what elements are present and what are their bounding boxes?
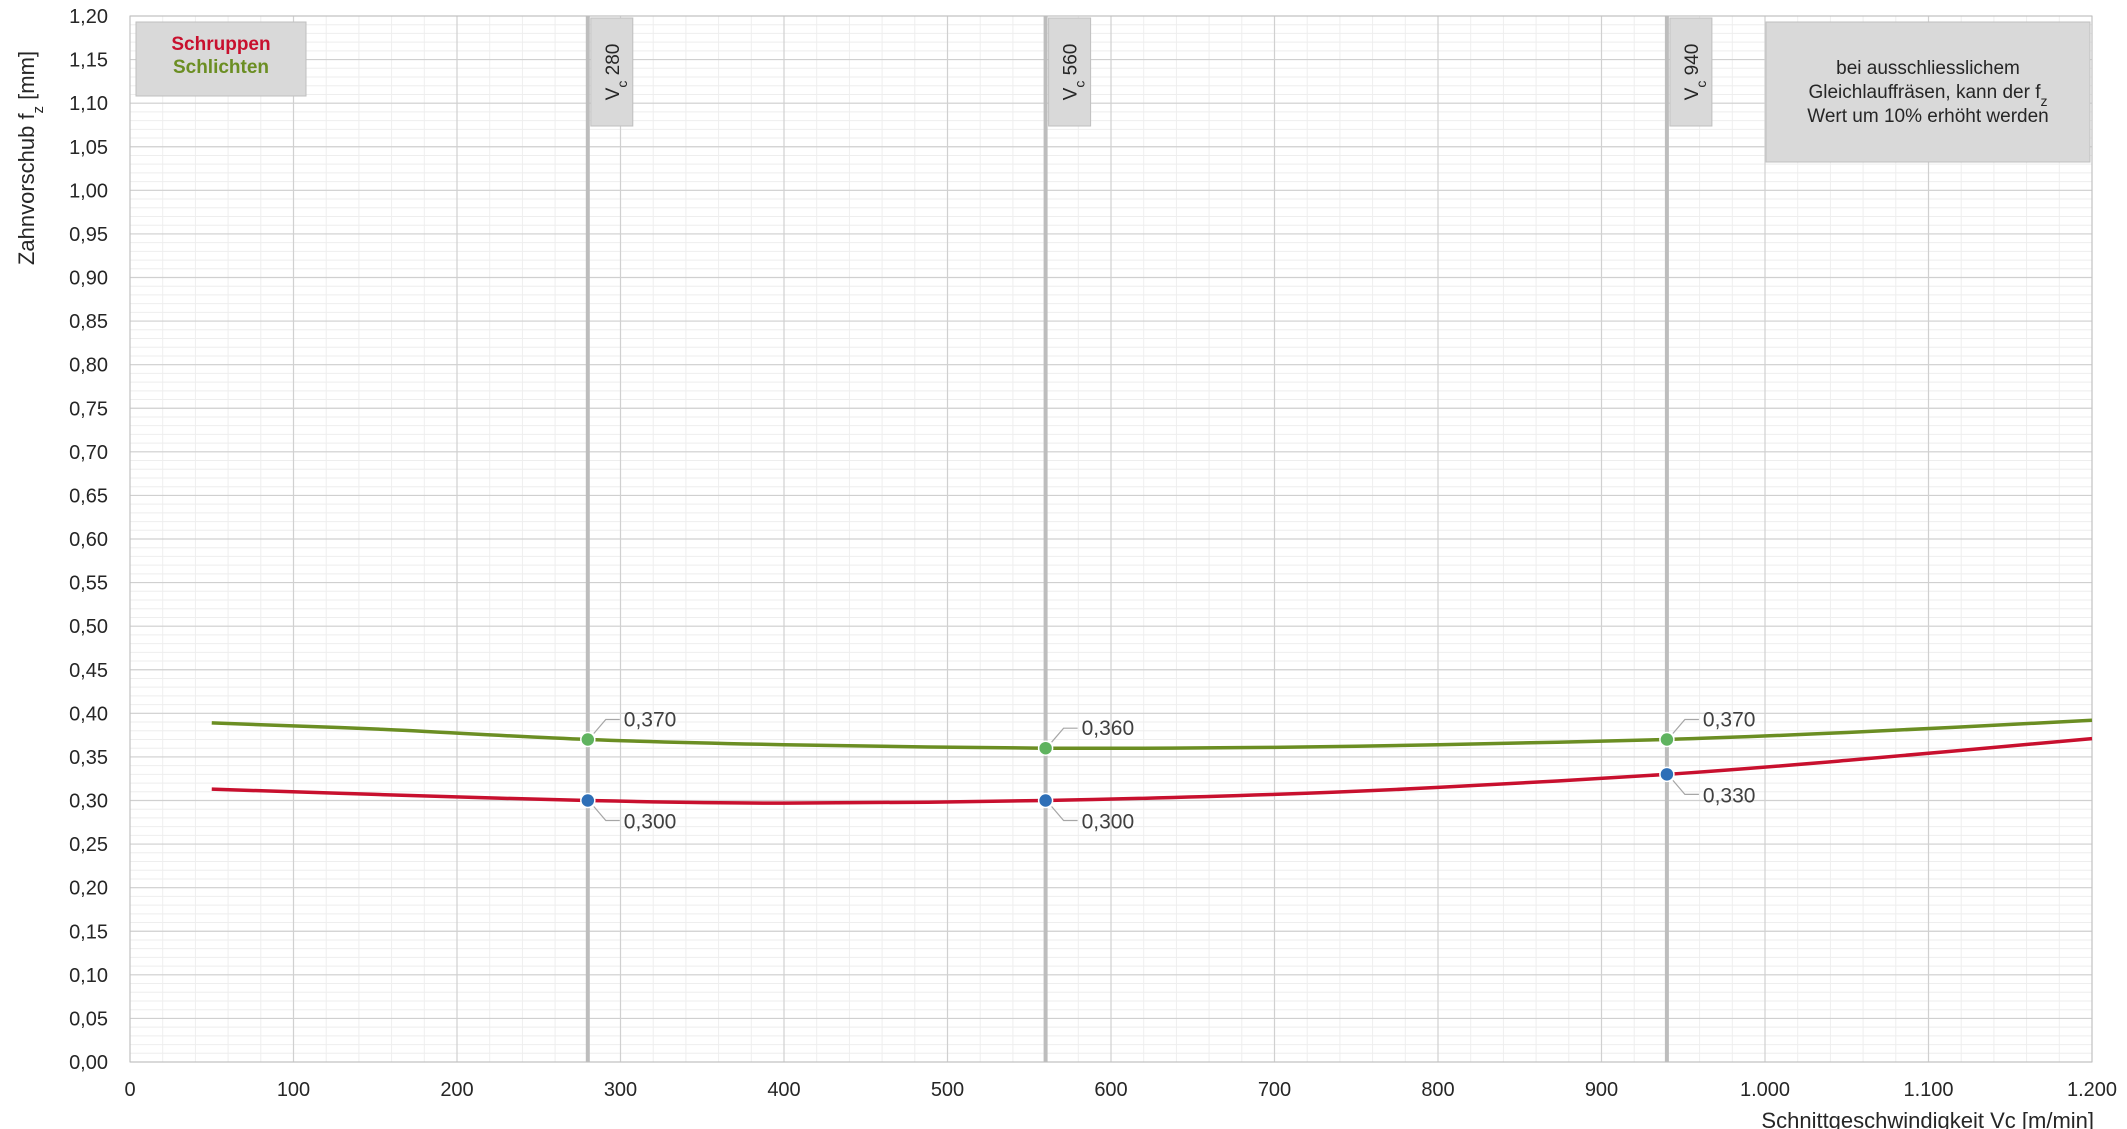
y-tick-label: 0,70 [69,442,108,464]
y-axis-title: Zahnvorschub fz [mm] [14,51,47,265]
data-label-leader [1051,727,1078,743]
x-tick-label: 0 [124,1079,135,1101]
y-tick-label: 0,40 [69,703,108,725]
x-tick-label: 600 [1094,1079,1127,1101]
y-tick-label: 0,50 [69,616,108,638]
data-label-schruppen: 0,300 [1082,811,1135,834]
y-tick-label: 0,45 [69,660,108,682]
reference-line-label: Vc 280 [603,44,630,101]
note-box-background [1765,21,2091,163]
x-tick-label: 800 [1421,1079,1454,1101]
note-line-2-subscript: z [2041,93,2048,109]
y-tick-label: 0,00 [69,1052,108,1074]
legend-entry-schruppen: Schruppen [171,34,270,55]
legend: Schruppen Schlichten [135,21,307,97]
x-tick-label: 400 [767,1079,800,1101]
x-tick-label: 200 [440,1079,473,1101]
x-tick-label: 100 [277,1079,310,1101]
note-line-3: Wert um 10% erhöht werden [1807,106,2049,127]
plot-area-frame [129,15,2093,1063]
y-tick-label: 0,55 [69,573,108,595]
data-label-schlichten: 0,370 [624,708,677,731]
data-point-schlichten [580,731,596,748]
y-tick-label: 0,10 [69,965,108,987]
y-tick-label: 0,05 [69,1008,108,1030]
reference-line-label-subscript: c [1072,81,1088,88]
x-tick-label: 300 [604,1079,637,1101]
y-tick-label: 0,95 [69,224,108,246]
legend-entry-schlichten: Schlichten [173,57,269,78]
data-point-schlichten [1659,731,1675,748]
data-label-leader [593,806,620,822]
data-label-leader [593,718,620,734]
data-label-schruppen: 0,300 [624,811,677,834]
x-axis-title: Schnittgeschwindigkeit Vc [m/min] [1761,1108,2094,1129]
y-tick-label: 0,35 [69,747,108,769]
y-axis-ticks: 0,00 0,05 0,10 0,15 0,20 0,25 0,30 0,35 0,40 0,45… [69,6,108,1074]
data-point-schruppen [1037,792,1054,809]
data-label-leader [1672,718,1699,734]
series-line-schruppen [211,736,2093,805]
reference-line-label-box [1048,17,1092,127]
reference-line-label-main: V [1061,87,1082,100]
y-axis-title-unit: [mm] [14,51,39,106]
y-tick-label: 1,10 [69,93,108,115]
y-tick-label: 0,15 [69,921,108,943]
reference-line-label-subscript: c [614,81,630,88]
data-label-leader [1672,779,1699,795]
data-label-leader [1051,806,1078,822]
x-tick-label: 500 [931,1079,964,1101]
y-tick-label: 0,60 [69,529,108,551]
data-label-schlichten: 0,360 [1082,717,1135,740]
reference-line-label-value: 280 [603,44,624,81]
x-axis-ticks: 0 100 200 300 400 500 600 700 800 900 1.000 1.100 1.… [124,1079,2117,1101]
y-tick-label: 0,90 [69,268,108,290]
reference-line-label-subscript: c [1693,81,1709,88]
y-tick-label: 0,30 [69,791,108,813]
x-tick-label: 700 [1258,1079,1291,1101]
series-layer: 0,300 0,300 0,330 0,370 0,360 0,370 [211,708,2093,834]
x-tick-label: 1.000 [1740,1079,1790,1101]
reference-line-label-value: 940 [1682,44,1703,81]
legend-box [135,21,307,97]
y-axis-title-main: Zahnvorschub f [14,113,39,266]
y-tick-label: 1,05 [69,137,108,159]
reference-line-label-main: V [603,87,624,100]
data-point-schlichten [1037,740,1054,756]
y-tick-label: 1,15 [69,50,108,72]
x-tick-label: 1.100 [1903,1079,1953,1101]
y-axis-title-subscript: z [30,106,47,114]
data-point-schruppen [580,792,596,809]
reference-line-label-main: V [1682,87,1703,100]
reference-line-label-box [1669,17,1713,127]
y-tick-label: 0,80 [69,355,108,377]
x-tick-label: 1.200 [2067,1079,2117,1101]
note-box: bei ausschliesslichem Gleichlauffräsen, … [1765,21,2091,163]
note-line-1: bei ausschliesslichem [1836,58,2020,79]
data-label-schruppen: 0,330 [1703,784,1756,807]
reference-line-label-value: 560 [1061,44,1082,81]
x-tick-label: 900 [1585,1079,1618,1101]
series-line-schlichten [211,718,2093,751]
y-tick-label: 1,20 [69,6,108,28]
reference-line-label: Vc 940 [1682,44,1709,101]
y-tick-label: 0,25 [69,834,108,856]
data-label-schlichten: 0,370 [1703,708,1756,731]
y-tick-label: 0,85 [69,311,108,333]
reference-line-label-box [590,17,634,127]
data-point-schruppen [1659,766,1675,783]
y-axis-title-text: Zahnvorschub fz [mm] [14,51,47,265]
y-tick-label: 0,20 [69,878,108,900]
y-tick-label: 0,65 [69,485,108,507]
note-line-2-text: Gleichlauffräsen, kann der f [1808,82,2041,103]
note-line-2: Gleichlauffräsen, kann der fz [1808,82,2047,109]
reference-line-label: Vc 560 [1061,44,1088,101]
y-tick-label: 0,75 [69,398,108,420]
y-tick-label: 1,00 [69,180,108,202]
